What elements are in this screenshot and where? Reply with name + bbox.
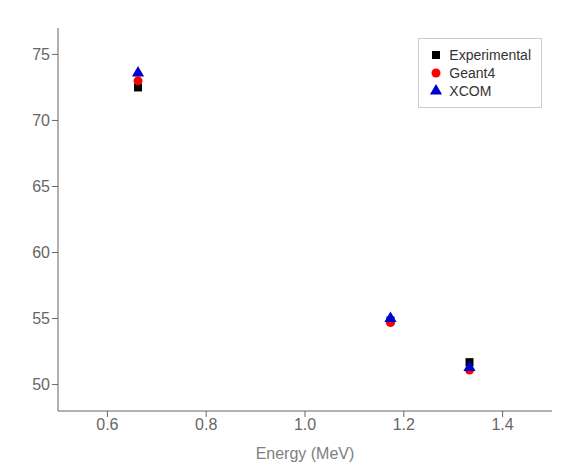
svg-text:75: 75 — [32, 46, 50, 63]
svg-text:65: 65 — [32, 178, 50, 195]
svg-text:Energy (MeV): Energy (MeV) — [256, 445, 355, 462]
svg-text:60: 60 — [32, 244, 50, 261]
svg-text:50: 50 — [32, 376, 50, 393]
svg-text:0.8: 0.8 — [195, 416, 217, 433]
html-text:XCOM: XCOM — [449, 83, 492, 99]
svg-text:0.6: 0.6 — [96, 416, 118, 433]
svg-text:1.0: 1.0 — [294, 416, 316, 433]
html-text:Geant4: Geant4 — [449, 65, 496, 81]
svg-text:70: 70 — [32, 112, 50, 129]
html-text:Experimental: Experimental — [449, 47, 531, 63]
svg-text:1.4: 1.4 — [491, 416, 513, 433]
svg-text:55: 55 — [32, 310, 50, 327]
svg-text:1.2: 1.2 — [393, 416, 415, 433]
